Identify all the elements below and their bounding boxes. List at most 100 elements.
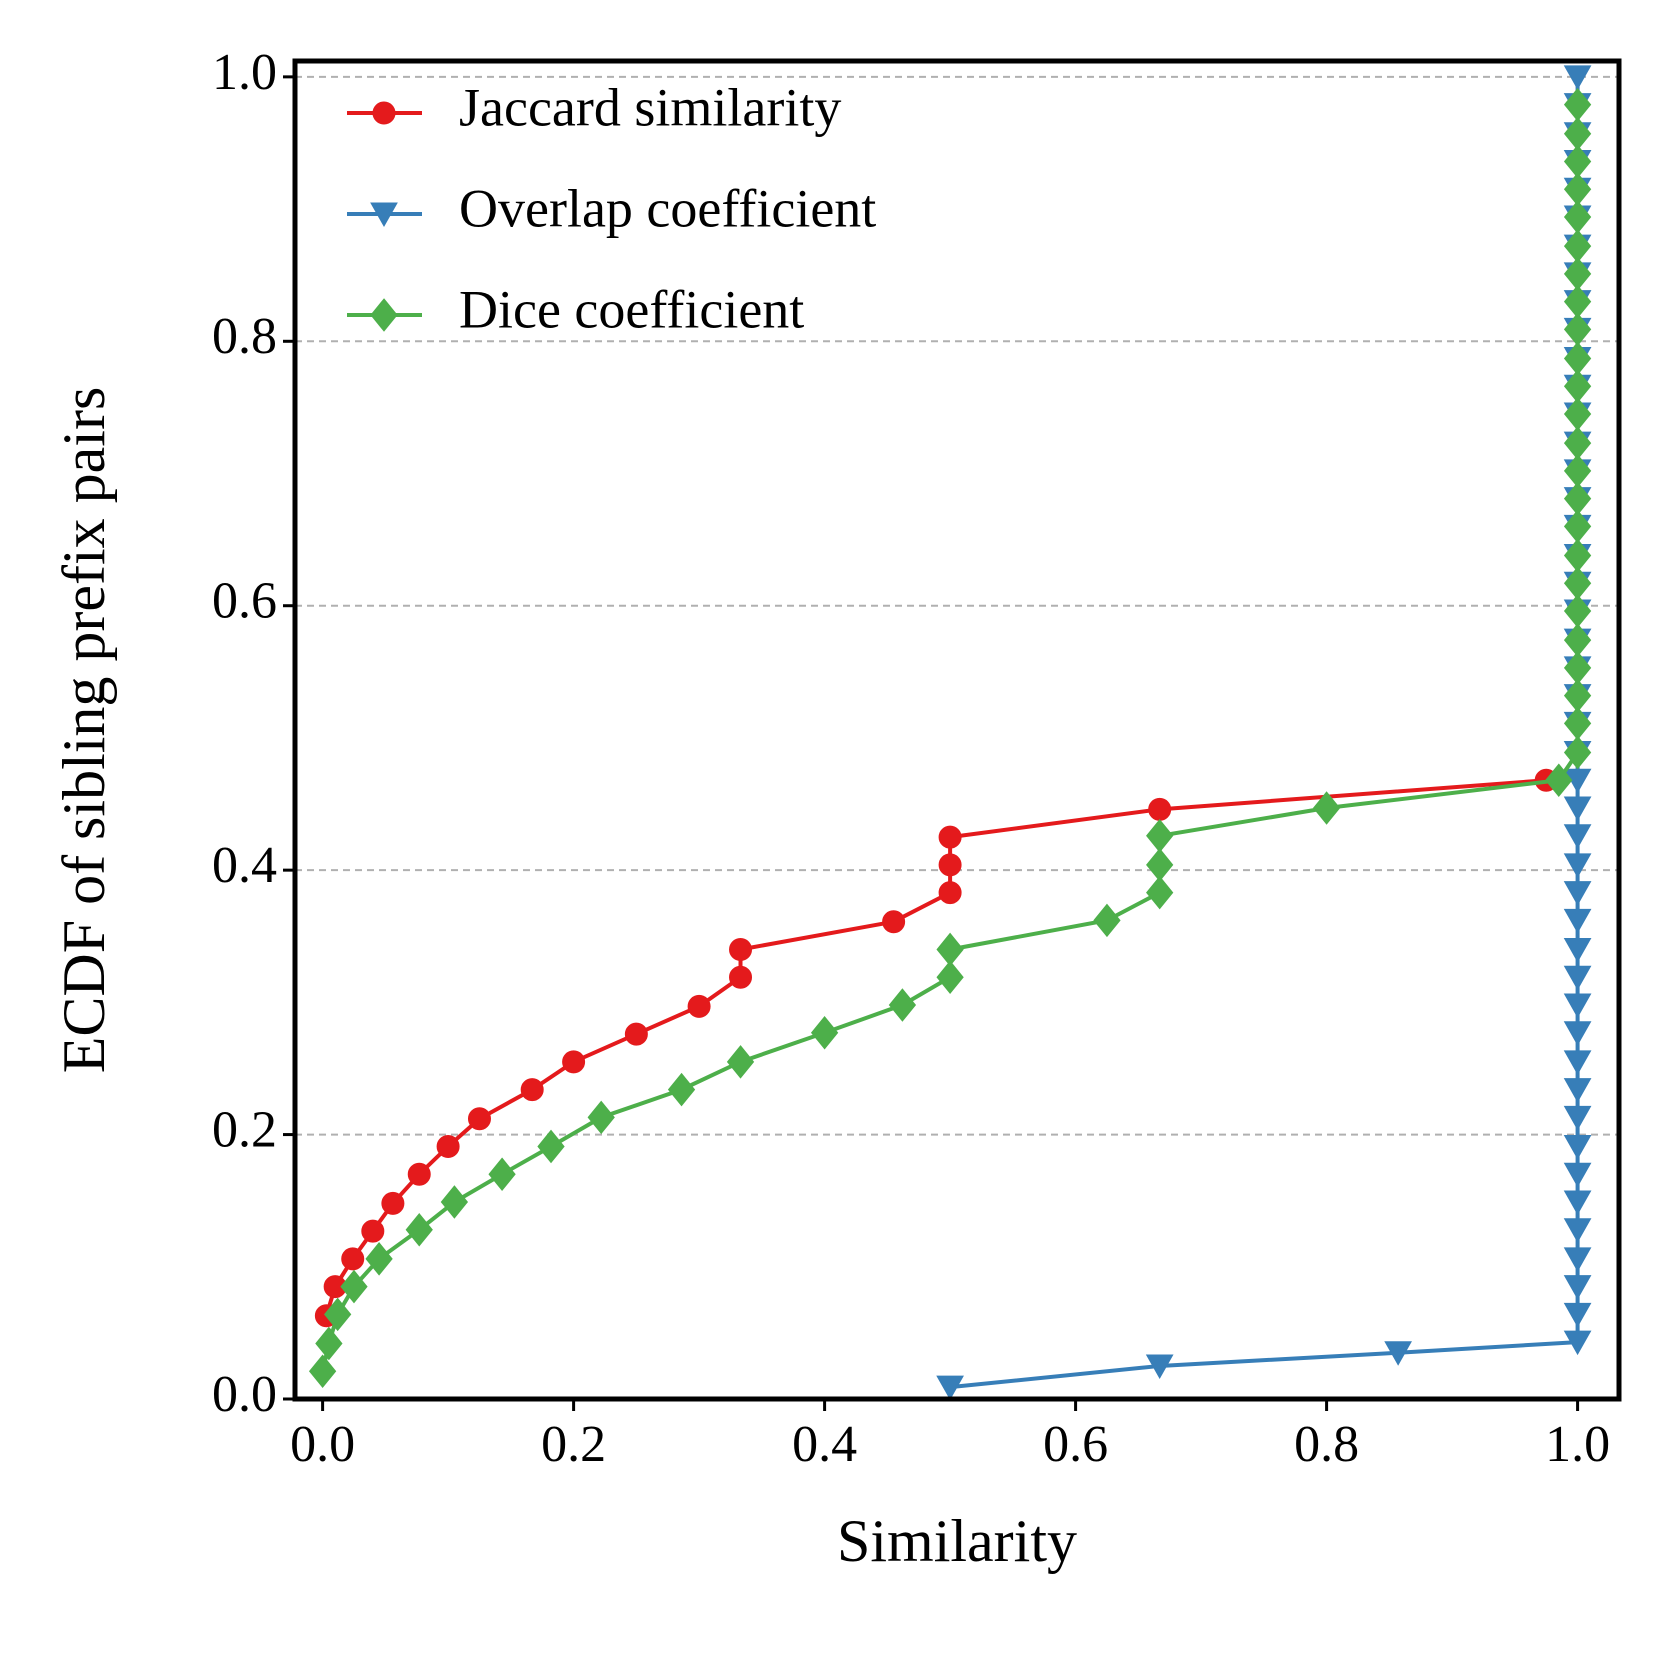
- marker: [1563, 538, 1592, 573]
- marker: [1545, 763, 1573, 798]
- x-axis-label: Similarity: [837, 1508, 1077, 1574]
- marker: [520, 1078, 544, 1102]
- marker: [1563, 1078, 1592, 1103]
- marker: [1384, 1341, 1412, 1366]
- marker: [440, 1185, 469, 1219]
- marker: [1563, 1050, 1592, 1075]
- marker: [882, 910, 906, 934]
- marker: [537, 1129, 565, 1164]
- marker: [1563, 623, 1592, 657]
- marker: [1563, 172, 1592, 207]
- series: [314, 768, 1558, 1328]
- series-line: [324, 778, 1547, 1317]
- marker: [1146, 848, 1174, 882]
- marker: [1563, 735, 1592, 770]
- marker: [1563, 116, 1592, 151]
- marker: [1563, 566, 1592, 601]
- marker: [1563, 1218, 1592, 1243]
- marker: [372, 101, 396, 125]
- marker: [1563, 1247, 1592, 1272]
- marker: [1563, 426, 1592, 460]
- marker: [370, 298, 398, 332]
- ticks: 0.0 0.2 0.4 0.6 0.8 1.0 0.0 0.2 0.4 0.6 0.8 1.0: [212, 44, 1610, 1473]
- legend-text: Overlap coefficient: [459, 178, 876, 238]
- y-tick-label: 0.6: [212, 573, 277, 630]
- marker: [1563, 824, 1592, 849]
- marker: [1563, 1105, 1592, 1131]
- marker: [1312, 791, 1341, 825]
- marker: [729, 937, 753, 961]
- marker: [1146, 818, 1174, 853]
- marker: [726, 1045, 755, 1079]
- marker: [407, 1162, 431, 1186]
- marker: [1563, 678, 1592, 713]
- marker: [888, 988, 917, 1022]
- legend-text: Dice coefficient: [459, 279, 804, 339]
- marker: [1145, 1354, 1174, 1379]
- marker: [1563, 200, 1592, 234]
- marker: [1563, 312, 1592, 347]
- x-tick-label: 0.8: [1294, 1416, 1359, 1473]
- marker: [729, 965, 753, 989]
- marker: [1563, 397, 1592, 431]
- marker: [1563, 1302, 1592, 1328]
- marker: [1563, 341, 1592, 376]
- marker: [1146, 875, 1174, 910]
- marker: [587, 1100, 615, 1135]
- y-tick-label: 0.2: [212, 1102, 277, 1159]
- marker: [1563, 937, 1592, 963]
- x-tick-label: 0.0: [290, 1416, 355, 1473]
- marker: [1563, 706, 1592, 741]
- marker: [308, 1354, 337, 1389]
- series-line: [949, 76, 1580, 1390]
- marker: [810, 1015, 839, 1050]
- marker: [1563, 1330, 1592, 1356]
- marker: [405, 1212, 433, 1247]
- marker: [1148, 797, 1172, 821]
- marker: [1563, 454, 1592, 488]
- marker: [436, 1134, 460, 1158]
- y-tick-label: 0.0: [212, 1366, 277, 1423]
- marker: [1563, 1021, 1592, 1046]
- x-tick-label: 0.2: [541, 1416, 606, 1473]
- marker: [687, 994, 711, 1018]
- marker: [1093, 903, 1121, 938]
- marker: [324, 1297, 352, 1332]
- marker: [1563, 651, 1592, 685]
- y-tick-label: 0.4: [212, 837, 277, 894]
- marker: [1563, 853, 1592, 878]
- marker: [1563, 1190, 1592, 1216]
- marker: [938, 853, 962, 877]
- marker: [365, 1242, 393, 1276]
- marker: [1563, 1134, 1592, 1160]
- marker: [667, 1072, 696, 1107]
- marker: [1563, 65, 1592, 90]
- marker: [562, 1050, 586, 1074]
- legend: Jaccard similarity Overlap coefficient Dic…: [347, 77, 876, 339]
- marker: [361, 1219, 385, 1243]
- marker: [315, 1326, 343, 1361]
- marker: [624, 1022, 648, 1046]
- marker: [1563, 481, 1592, 516]
- legend-text: Jaccard similarity: [459, 77, 841, 137]
- y-tick-label: 0.8: [212, 308, 277, 365]
- marker: [1563, 369, 1592, 404]
- marker: [1563, 908, 1592, 934]
- marker: [381, 1191, 405, 1215]
- x-tick-label: 0.4: [792, 1416, 857, 1473]
- marker: [936, 932, 964, 967]
- marker: [1563, 993, 1592, 1019]
- grid: [295, 75, 1619, 1400]
- y-axis-label: ECDF of sibling prefix pairs: [51, 387, 117, 1074]
- marker: [1563, 1162, 1592, 1188]
- marker: [1563, 87, 1592, 122]
- marker: [370, 202, 398, 228]
- marker: [1563, 796, 1592, 822]
- x-tick-label: 1.0: [1545, 1416, 1610, 1473]
- marker: [1563, 229, 1592, 263]
- marker: [488, 1157, 516, 1192]
- marker: [467, 1107, 491, 1131]
- marker: [1563, 1275, 1592, 1300]
